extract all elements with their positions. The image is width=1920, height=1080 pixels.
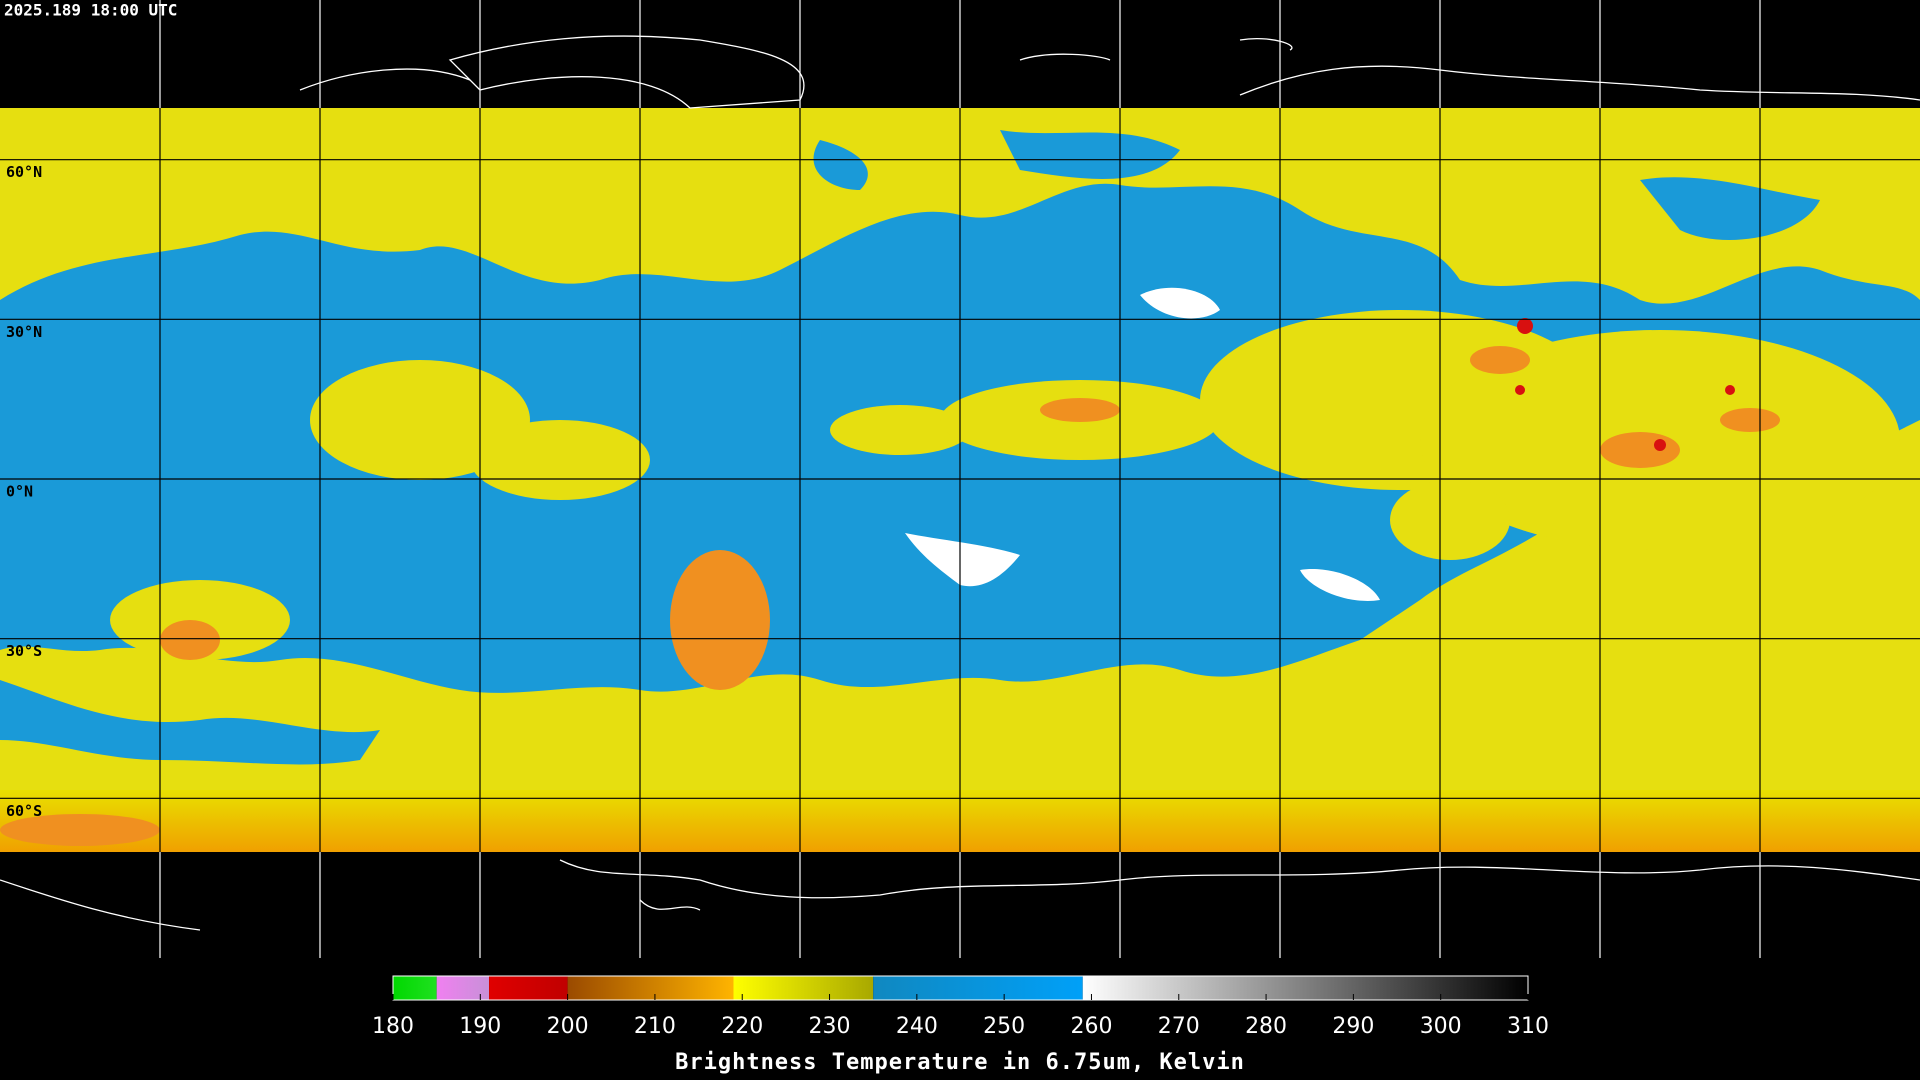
colorbar-tick-label: 250 (983, 1014, 1025, 1039)
colorbar-tick-label: 200 (547, 1014, 589, 1039)
latitude-label: 30°N (6, 323, 42, 341)
colorbar-label: Brightness Temperature in 6.75um, Kelvin (675, 1050, 1245, 1075)
cold-tops (1515, 318, 1735, 451)
latitude-label: 60°S (6, 802, 42, 820)
colorbar-tick-label: 230 (809, 1014, 851, 1039)
colorbar-tick-label: 270 (1158, 1014, 1200, 1039)
latitude-label: 0°N (6, 483, 33, 501)
latitude-label: 60°N (6, 163, 42, 181)
colorbar-tick-label: 260 (1070, 1014, 1112, 1039)
colorbar-segment (873, 976, 1083, 1000)
clear-air-region (1000, 130, 1180, 179)
clear-air-region (1640, 177, 1820, 240)
timestamp: 2025.189 18:00 UTC (4, 1, 177, 20)
colorbar-tick-label: 220 (721, 1014, 763, 1039)
colorbar-tick-label: 180 (372, 1014, 414, 1039)
colorbar-tick-label: 240 (896, 1014, 938, 1039)
colorbar-tick-label: 290 (1332, 1014, 1374, 1039)
latitude-label: 30°S (6, 642, 42, 660)
colorbar-frame (392, 975, 1529, 1001)
latitude-lines (0, 108, 1920, 852)
colorbar: 180 190 200 210 220 230 240 250 260 270 280 290 300 3… (372, 975, 1549, 1039)
colorbar-tick-label: 190 (459, 1014, 501, 1039)
colorbar-tick-label: 210 (634, 1014, 676, 1039)
colorbar-tick-label: 300 (1420, 1014, 1462, 1039)
colorbar-segment (393, 976, 437, 1000)
clear-air-region (0, 680, 380, 765)
colorbar-segment (489, 976, 568, 1000)
warm-dry-patches (905, 287, 1380, 601)
colorbar-segment (567, 976, 734, 1000)
colorbar-tick-label: 310 (1507, 1014, 1549, 1039)
clear-air-region (813, 140, 868, 190)
colorbar-segment (436, 976, 490, 1000)
colorbar-tick-label: 280 (1245, 1014, 1287, 1039)
colorbar-segment (733, 976, 874, 1000)
coastlines (0, 35, 1920, 931)
latitude-labels: 60°N 30°N 0°N 30°S 60°S (6, 163, 42, 820)
colorbar-segment (1082, 976, 1528, 1000)
